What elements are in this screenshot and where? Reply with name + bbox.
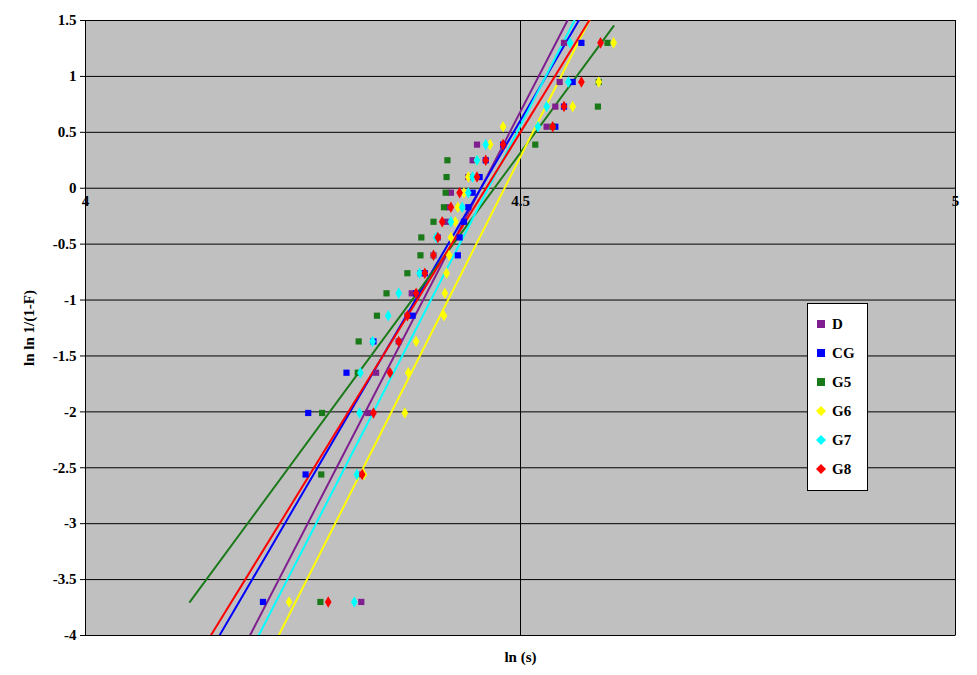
html-text:D: D: [832, 315, 843, 332]
svg-text:1.5: 1.5: [58, 12, 77, 28]
svg-text:-0.5: -0.5: [53, 236, 77, 252]
svg-text:1: 1: [69, 68, 77, 84]
svg-text:4: 4: [82, 193, 90, 209]
svg-text:4.5: 4.5: [511, 193, 530, 209]
svg-text:-4: -4: [64, 627, 77, 643]
svg-text:ln ln 1/(1-F): ln ln 1/(1-F): [21, 290, 38, 366]
html-text:G7: G7: [832, 431, 852, 448]
svg-text:-1: -1: [64, 292, 77, 308]
svg-text:0.5: 0.5: [58, 124, 77, 140]
html-text:CG: CG: [832, 344, 855, 361]
svg-text:5: 5: [952, 193, 960, 209]
html-text:G5: G5: [832, 373, 852, 390]
svg-text:ln (s): ln (s): [504, 649, 536, 666]
svg-text:-2: -2: [64, 404, 77, 420]
svg-text:-3.5: -3.5: [53, 571, 77, 587]
html-text:G6: G6: [832, 402, 852, 419]
svg-text:0: 0: [69, 180, 77, 196]
svg-text:-1.5: -1.5: [53, 348, 77, 364]
svg-text:-3: -3: [64, 515, 77, 531]
svg-text:-2.5: -2.5: [53, 460, 77, 476]
html-text:G8: G8: [832, 460, 852, 477]
